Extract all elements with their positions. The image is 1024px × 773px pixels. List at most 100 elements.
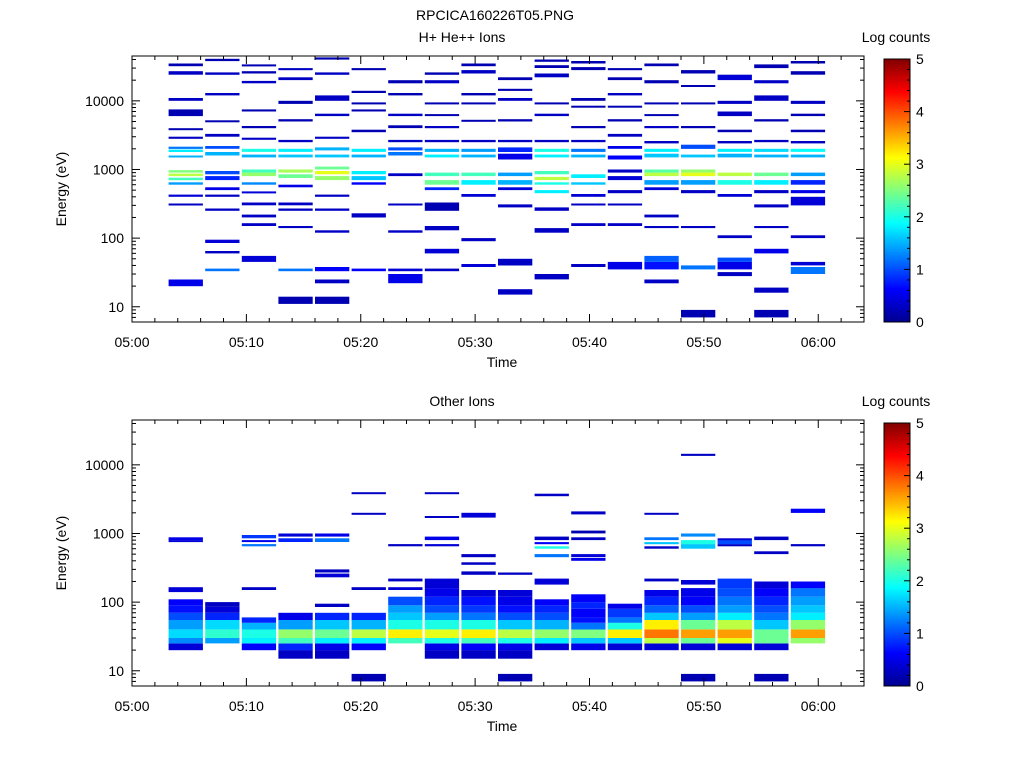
heatmap-cell [681, 580, 716, 585]
heatmap-cell [315, 638, 350, 644]
heatmap-cell [315, 171, 350, 175]
heatmap-cell [241, 540, 277, 543]
heatmap-cell [424, 139, 460, 143]
heatmap-cell [424, 72, 460, 75]
heatmap-cell [534, 190, 569, 194]
colorbar-tick-label: 2 [916, 209, 924, 225]
heatmap-cell [681, 540, 716, 545]
heatmap-cell [351, 629, 386, 638]
y-axis-label: Energy (eV) [53, 516, 69, 591]
heatmap-cell [644, 102, 679, 105]
heatmap-cell [534, 176, 569, 181]
heatmap-cell [388, 612, 423, 620]
heatmap-cell [241, 64, 277, 67]
heatmap-cell [278, 619, 313, 630]
heatmap-cell [205, 619, 240, 630]
heatmap-cell [315, 154, 350, 158]
heatmap-cell [790, 588, 826, 597]
heatmap-cell [205, 58, 240, 62]
colorbar-tick-label: 3 [916, 520, 924, 536]
heatmap-cell [498, 139, 533, 143]
heatmap-cell [607, 223, 643, 226]
x-axis-label: Time [487, 718, 518, 734]
heatmap-cell [717, 272, 752, 277]
heatmap-cell [498, 596, 533, 606]
heatmap-cell [571, 105, 606, 108]
heatmap-cell [607, 155, 643, 160]
heatmap-cell [461, 93, 496, 96]
heatmap-cell [754, 64, 789, 69]
heatmap-cell [241, 638, 277, 644]
heatmap-cell [351, 129, 386, 133]
heatmap-cell [754, 204, 789, 208]
heatmap-cell [717, 235, 752, 239]
heatmap-cell [388, 274, 423, 284]
heatmap-cell [534, 638, 569, 644]
heatmap-cell [461, 148, 496, 152]
x-tick-label: 05:10 [229, 698, 264, 714]
heatmap-cell [498, 619, 533, 630]
heatmap-cell [461, 172, 496, 177]
heatmap-cell [681, 588, 716, 597]
heatmap-cell [717, 194, 752, 197]
heatmap-cell [498, 172, 533, 177]
heatmap-cell [388, 268, 423, 272]
heatmap-cell [278, 296, 313, 304]
heatmap-cell [205, 602, 240, 607]
heatmap-cell [168, 638, 203, 644]
heatmap-cell [571, 139, 606, 143]
heatmap-cell [278, 68, 313, 71]
heatmap-cell [498, 77, 533, 81]
heatmap-cell [424, 536, 460, 541]
heatmap-cell [278, 100, 313, 104]
heatmap-cell [424, 187, 460, 191]
heatmap-cell [717, 544, 752, 547]
heatmap-cell [241, 109, 277, 112]
heatmap-cell [790, 172, 826, 177]
heatmap-cell [754, 673, 789, 682]
heatmap-cell [498, 590, 533, 597]
heatmap-cell [241, 182, 277, 185]
heatmap-cell [424, 102, 460, 105]
heatmap-cell [498, 258, 533, 266]
heatmap-cell [315, 72, 350, 75]
heatmap-cell [754, 80, 789, 84]
heatmap-cell [388, 638, 423, 644]
heatmap-cell [754, 309, 789, 318]
heatmap-cell [315, 147, 350, 151]
heatmap-cell [498, 147, 533, 152]
heatmap-cell [424, 268, 460, 272]
heatmap-cell [717, 588, 752, 597]
heatmap-cell [168, 279, 203, 287]
heatmap-cell [534, 629, 569, 638]
heatmap-cell [644, 172, 679, 177]
heatmap-cell [790, 581, 826, 589]
heatmap-cell [644, 590, 679, 597]
heatmap-cell [534, 171, 569, 175]
heatmap-cell [351, 171, 386, 175]
heatmap-cell [717, 153, 752, 158]
heatmap-cell [681, 638, 716, 644]
heatmap-cell [681, 453, 716, 456]
heatmap-cell [424, 172, 460, 177]
heatmap-cell [351, 587, 386, 590]
heatmap-cell [644, 596, 679, 606]
panel-1: H+ He++ Ions 05:00 05:10 05:20 05:30 05:40 05:… [53, 29, 930, 370]
heatmap-cell [534, 228, 569, 233]
heatmap-cell [607, 203, 643, 206]
heatmap-cell [388, 147, 423, 151]
heatmap-cell [205, 612, 240, 620]
heatmap-cell [351, 512, 386, 515]
heatmap-cell [315, 95, 350, 101]
x-tick-label: 05:40 [572, 334, 607, 350]
heatmap-cell [644, 63, 679, 67]
heatmap-cell [717, 129, 752, 133]
heatmap-cell [461, 619, 496, 630]
heatmap-cell [644, 80, 679, 84]
x-tick-label: 06:00 [801, 698, 836, 714]
heatmap-cell [205, 93, 240, 96]
heatmap-cell [315, 267, 350, 272]
heatmap-cell [717, 261, 752, 270]
colorbar-tick-label: 1 [916, 261, 924, 277]
